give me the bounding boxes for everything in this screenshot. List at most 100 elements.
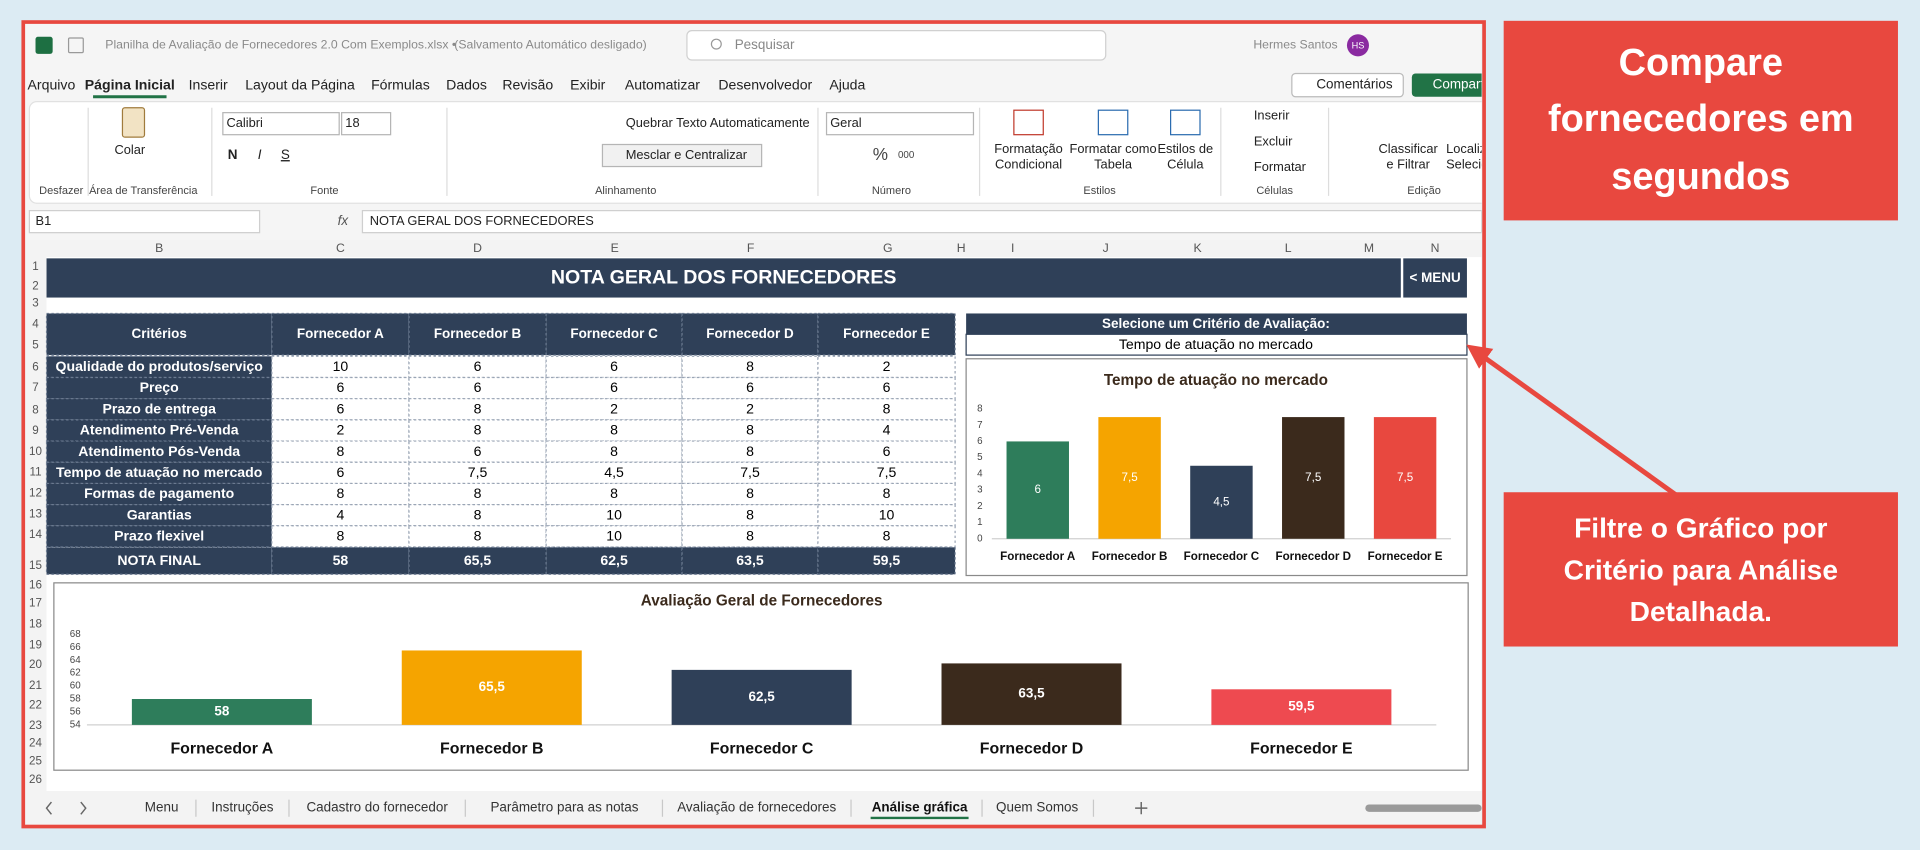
sheet-tab[interactable]: Menu [145, 800, 179, 815]
merge-button[interactable] [601, 143, 763, 168]
score: 4 [883, 422, 891, 438]
style-button[interactable]: Estilos de [1157, 141, 1213, 156]
score: 6 [746, 379, 754, 395]
font-box[interactable] [222, 112, 340, 136]
font-style-button[interactable]: N [228, 147, 238, 162]
menu-tab[interactable]: Revisão [502, 76, 553, 92]
share-label[interactable]: Compartilhar [1433, 77, 1511, 92]
column-header: D [473, 241, 482, 255]
tab-nav-icons[interactable] [45, 801, 1148, 815]
font-style-button[interactable]: I [258, 147, 262, 162]
score-cell [545, 525, 683, 548]
font-style-button[interactable]: S [281, 147, 290, 162]
table-header: Fornecedor D [706, 326, 794, 341]
menu-tab[interactable]: Arquivo [28, 76, 76, 92]
menu-tab[interactable]: Desenvolvedor [718, 76, 812, 92]
callout-text: segundos [1611, 156, 1790, 198]
row-header: 17 [29, 597, 42, 610]
style-button[interactable]: Tabela [1094, 157, 1133, 172]
sheet-tab[interactable]: Avaliação de fornecedores [677, 800, 836, 815]
sheet-tab[interactable]: Cadastro do fornecedor [306, 800, 448, 815]
search-icon [710, 38, 722, 50]
number-format-box[interactable] [825, 112, 975, 136]
criteria-label: Tempo de atuação no mercado [56, 464, 263, 480]
autosave-status: (Salvamento Automático desligado) [454, 38, 646, 52]
menu-tab[interactable]: Página Inicial [85, 76, 175, 92]
cells-button[interactable]: Formatar [1254, 159, 1307, 174]
data-label: 58 [214, 704, 229, 719]
score-cell [545, 440, 683, 463]
column-header: J [1103, 241, 1109, 255]
table-header-cell [408, 312, 547, 356]
menu-tab[interactable]: Fórmulas [371, 76, 430, 92]
ribbon-group-label: Alinhamento [595, 185, 656, 197]
score: 10 [333, 358, 349, 374]
menu-tab[interactable]: Exibir [570, 76, 606, 92]
menu-tab[interactable]: Dados [446, 76, 487, 92]
x-tick-label: Fornecedor D [980, 741, 1083, 758]
selector-header [966, 313, 1467, 335]
table-header: Critérios [132, 326, 187, 341]
editing-button[interactable]: e Filtrar [1386, 157, 1430, 172]
sheet-tab[interactable]: Instruções [211, 800, 273, 815]
menu-tab[interactable]: Automatizar [625, 76, 700, 92]
wrap-text-button[interactable]: Quebrar Texto Automaticamente [626, 115, 810, 130]
formula-input[interactable] [361, 209, 1482, 234]
search-box[interactable] [686, 29, 1107, 61]
score-cell [681, 525, 819, 548]
editing-button[interactable]: Localizar e [1446, 141, 1508, 156]
score: 8 [610, 485, 618, 501]
style-button[interactable]: Formatar como [1070, 141, 1157, 156]
merge-label[interactable]: Mesclar e Centralizar [626, 147, 748, 162]
total-cell [271, 546, 410, 575]
column-header: G [883, 241, 893, 255]
score: 7,5 [877, 464, 897, 480]
score: 6 [610, 358, 618, 374]
style-button[interactable]: Condicional [995, 157, 1062, 172]
menu-tab[interactable]: Inserir [189, 76, 228, 92]
criteria-label: Atendimento Pré-Venda [80, 422, 239, 438]
menu-tab[interactable]: Layout da Página [245, 76, 355, 92]
number-button[interactable]: 000 [898, 150, 915, 161]
menu-button[interactable] [1403, 258, 1467, 298]
paste-button[interactable]: Colar [114, 142, 145, 157]
font-size-box[interactable] [341, 112, 392, 136]
cells-button[interactable]: Inserir [1254, 108, 1290, 123]
scrollbar[interactable] [1365, 804, 1482, 812]
number-button[interactable]: % [873, 144, 888, 164]
ribbon-group-label: Edição [1407, 185, 1441, 197]
avatar[interactable] [1346, 34, 1369, 57]
row-header: 21 [29, 679, 42, 692]
sheet-tab[interactable]: Análise gráfica [872, 800, 968, 815]
score-cell [681, 503, 819, 527]
row-header: 12 [29, 487, 42, 500]
score-cell [545, 376, 683, 400]
row-header: 5 [32, 338, 38, 351]
editing-button[interactable]: Classificar [1379, 141, 1439, 156]
comments-label[interactable]: Comentários [1316, 77, 1393, 92]
column-header: I [1011, 241, 1014, 255]
name-box[interactable] [28, 209, 261, 234]
data-label: 63,5 [1018, 686, 1045, 701]
score: 8 [883, 485, 891, 501]
menu-tab[interactable]: Ajuda [829, 76, 865, 92]
comments-button[interactable] [1291, 72, 1404, 98]
menu-link[interactable]: < MENU [1409, 270, 1460, 285]
sheet-tab[interactable]: Parâmetro para as notas [490, 800, 638, 815]
number-format[interactable]: Geral [830, 115, 861, 130]
selector-value[interactable]: Tempo de atuação no mercado [1119, 336, 1313, 352]
score-cell [681, 398, 819, 421]
font-name[interactable]: Calibri [227, 115, 263, 130]
font-size[interactable]: 18 [345, 115, 359, 130]
style-button[interactable]: Célula [1167, 157, 1204, 172]
cells-button[interactable]: Excluir [1254, 133, 1293, 148]
sheet-tab[interactable]: Quem Somos [996, 800, 1079, 815]
table-header: Fornecedor E [843, 326, 930, 341]
score: 8 [336, 443, 344, 459]
editing-button[interactable]: Selecionar [1446, 157, 1507, 172]
total-value: 65,5 [464, 552, 492, 568]
score: 6 [883, 443, 891, 459]
x-tick-label: Fornecedor E [1250, 741, 1353, 758]
share-button[interactable] [1411, 73, 1498, 97]
style-button[interactable]: Formatação [994, 141, 1063, 156]
